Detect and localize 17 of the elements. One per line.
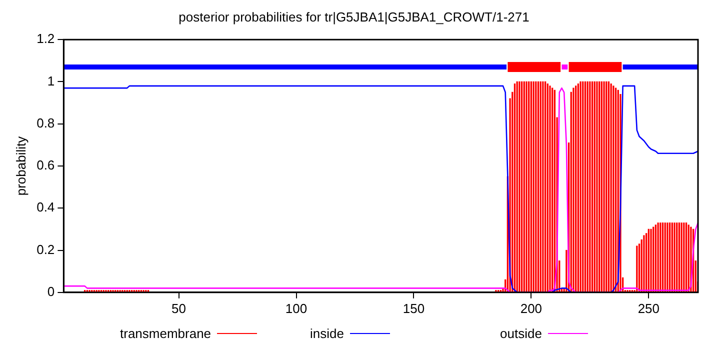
x-tick-label: 200 [520, 300, 542, 316]
chart-title: posterior probabilities for tr|G5JBA1|G5JBA1_CROWT/1-271 [178, 9, 530, 24]
y-tick-label: 0.8 [36, 115, 55, 130]
x-tick-label: 250 [638, 300, 660, 316]
y-tick-label: 1 [47, 73, 55, 88]
x-tick-label: 100 [285, 300, 308, 316]
y-tick-label: 0.6 [36, 158, 55, 173]
y-tick-label: 0.2 [36, 242, 55, 257]
y-tick-label: 0 [47, 284, 55, 299]
x-tick-label: 150 [402, 300, 425, 316]
x-tick-label: 50 [172, 300, 186, 316]
y-axis-title: probability [13, 136, 28, 196]
legend-label: inside [310, 326, 344, 341]
legend-label: outside [500, 326, 542, 341]
y-tick-label: 0.4 [36, 200, 55, 215]
y-tick-label: 1.2 [36, 31, 55, 46]
legend-label: transmembrane [120, 326, 212, 341]
